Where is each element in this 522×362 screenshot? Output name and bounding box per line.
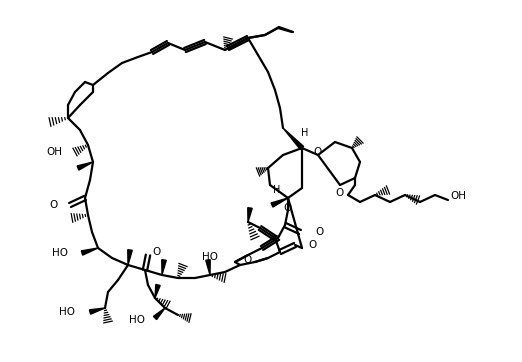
- Polygon shape: [77, 162, 93, 170]
- Text: O: O: [308, 240, 316, 250]
- Polygon shape: [283, 128, 304, 150]
- Polygon shape: [248, 208, 252, 222]
- Polygon shape: [81, 248, 98, 255]
- Text: HO: HO: [202, 252, 218, 262]
- Text: O: O: [152, 247, 160, 257]
- Text: O: O: [244, 255, 252, 265]
- Polygon shape: [155, 285, 160, 298]
- Text: O: O: [336, 188, 344, 198]
- Polygon shape: [89, 308, 105, 314]
- Polygon shape: [128, 250, 132, 265]
- Text: HO: HO: [129, 315, 145, 325]
- Text: O: O: [314, 147, 322, 157]
- Text: O: O: [284, 203, 292, 213]
- Text: H: H: [301, 128, 309, 138]
- Text: H: H: [274, 185, 281, 195]
- Text: OH: OH: [450, 191, 466, 201]
- Text: OH: OH: [46, 147, 62, 157]
- Text: O: O: [315, 227, 323, 237]
- Polygon shape: [162, 260, 166, 275]
- Text: O: O: [50, 200, 58, 210]
- Text: HO: HO: [52, 248, 68, 258]
- Polygon shape: [153, 308, 165, 320]
- Text: HO: HO: [59, 307, 75, 317]
- Polygon shape: [271, 198, 288, 207]
- Polygon shape: [206, 260, 210, 275]
